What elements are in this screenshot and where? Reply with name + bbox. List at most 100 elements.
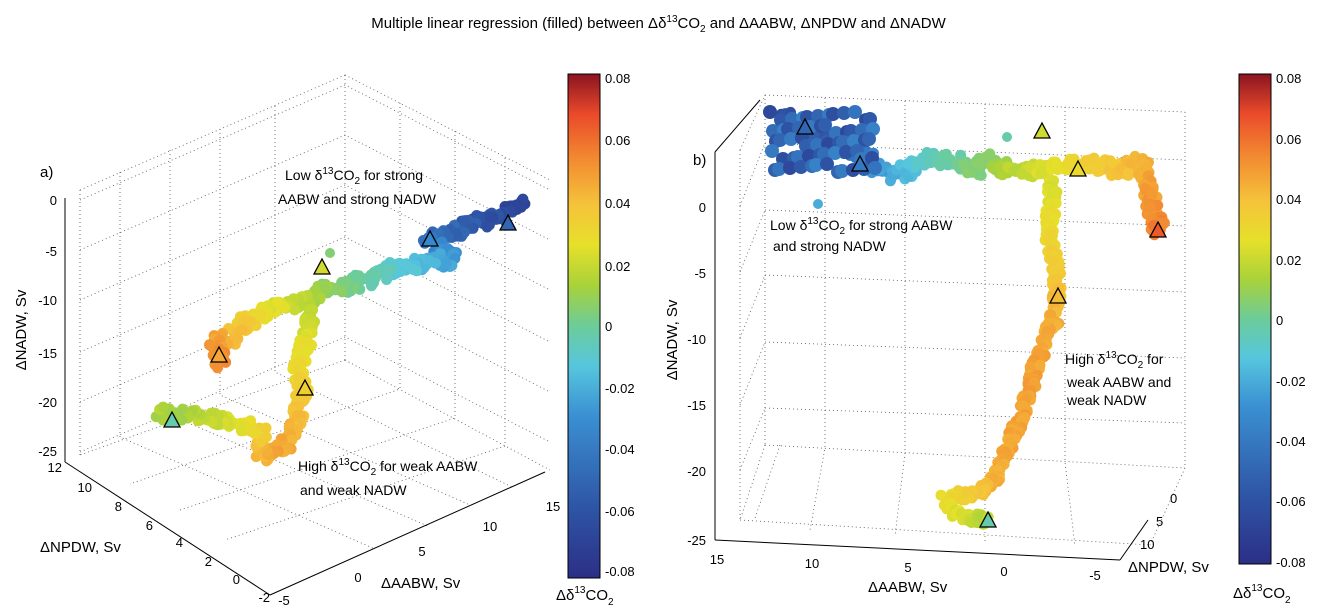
panel-b-annotation-low: Low δ13CO2 for strong AABW [770, 216, 953, 237]
data-point-a [318, 283, 330, 295]
data-point-b [835, 164, 849, 178]
colorbar-a-tick: 0.06 [605, 133, 630, 148]
panel-b-x-tick: -5 [1089, 568, 1101, 583]
panel-b: 0 -5 -10 -15 -20 -25 ΔNADW, Sv 15 10 5 0… [664, 71, 1306, 606]
colorbar-b-tick: -0.08 [1276, 555, 1306, 570]
panel-b-x-tick: 0 [1000, 564, 1007, 579]
colorbar-a-tick: 0.08 [605, 71, 630, 86]
panel-b-x-tick: 10 [805, 556, 819, 571]
triangle-marker-b [1048, 286, 1068, 304]
panel-a-annotation-high-line2: and weak NADW [300, 482, 407, 498]
data-point-b [1106, 157, 1118, 169]
panel-a: 0 -5 -10 -15 -20 -25 ΔNADW, Sv 12 10 8 6… [13, 71, 635, 608]
data-point-b [1146, 189, 1158, 200]
data-point-a [286, 434, 298, 446]
panel-b-gridlines [739, 94, 1186, 547]
data-point-a [271, 296, 283, 308]
data-point-b [1034, 359, 1046, 371]
panel-a-y-axis-line [64, 461, 271, 596]
isolated-point-a [325, 248, 335, 258]
panel-b-z-ticks: 0 -5 -10 -15 -20 -25 [687, 200, 706, 548]
data-point-a [366, 280, 377, 292]
panel-a-y-tick: 4 [176, 535, 183, 550]
colorbar-b-tick: 0.04 [1276, 192, 1301, 207]
panel-b-annotation-high-line3: weak NADW [1066, 392, 1147, 408]
data-point-b [784, 132, 798, 146]
panel-b-annotation-high: High δ13CO2 for [1065, 350, 1164, 371]
colorbar-b-tick: 0.08 [1276, 71, 1301, 86]
figure-title: Multiple linear regression (filled) betw… [371, 14, 946, 35]
panel-b-y-tick: 10 [1140, 537, 1154, 552]
data-point-b [809, 158, 823, 172]
data-point-b [828, 146, 842, 160]
panel-a-x-axis-line [269, 471, 546, 596]
panel-a-y-tick: 6 [146, 518, 153, 533]
colorbar-b-tick: -0.02 [1276, 374, 1306, 389]
panel-a-z-label: ΔNADW, Sv [13, 289, 30, 370]
data-point-a [212, 362, 223, 374]
data-point-b [783, 161, 797, 175]
panel-a-z-tick: -25 [38, 444, 57, 459]
panel-b-z-tick: -5 [694, 266, 706, 281]
panel-b-colorbar [1238, 73, 1272, 565]
panel-b-y-ticks: 0 5 10 [1140, 491, 1177, 552]
data-point-a [484, 211, 496, 223]
colorbar-a-tick: 0.02 [605, 259, 630, 274]
panel-a-z-tick: -15 [38, 346, 57, 361]
data-point-b [826, 107, 840, 121]
data-point-b [935, 489, 947, 501]
data-point-a [394, 257, 405, 269]
isolated-point-b [1002, 132, 1012, 142]
panel-b-annotation-high-line2: weak AABW and [1066, 374, 1171, 390]
panel-a-y-tick: -2 [258, 590, 270, 605]
data-point-b [763, 105, 777, 119]
triangle-marker-b [1032, 121, 1052, 139]
panel-a-y-tick: 2 [205, 554, 212, 569]
colorbar-b-tick: -0.06 [1276, 494, 1306, 509]
panel-a-label: a) [40, 164, 53, 181]
data-point-b [1145, 201, 1157, 213]
colorbar-a-tick: -0.02 [605, 381, 635, 396]
colorbar-b-tick: 0.02 [1276, 253, 1301, 268]
data-point-b [1016, 168, 1028, 180]
data-point-b [1037, 166, 1049, 178]
data-point-b [820, 157, 834, 171]
panel-b-z-tick: -20 [687, 464, 706, 479]
panel-a-z-tick: 0 [50, 193, 57, 208]
triangle-marker-a [209, 345, 229, 363]
panel-a-y-tick: 8 [115, 499, 122, 514]
panel-a-y-ticks: 12 10 8 6 4 2 0 -2 [48, 460, 270, 605]
panel-a-z-ticks: 0 -5 -10 -15 -20 -25 [38, 193, 57, 459]
panel-b-x-tick: 5 [904, 560, 911, 575]
colorbar-a-tick: 0 [605, 319, 612, 334]
panel-b-z-tick: -10 [687, 332, 706, 347]
panel-a-y-tick: 10 [78, 480, 92, 495]
colorbar-a-tick: 0.04 [605, 196, 630, 211]
panel-a-colorbar-ticks: 0.08 0.06 0.04 0.02 0 -0.02 -0.04 -0.06 … [605, 71, 635, 579]
panel-b-label: b) [693, 152, 706, 169]
data-point-a [236, 324, 248, 336]
colorbar-b-tick: 0 [1276, 313, 1283, 328]
panel-b-annotation-low-line2: and strong NADW [773, 238, 887, 254]
data-point-a [481, 221, 493, 233]
triangle-marker-b [978, 510, 998, 528]
triangle-marker-a [312, 257, 332, 275]
panel-b-x-axis-line [714, 539, 1121, 561]
panel-a-data-marks [150, 193, 531, 467]
panel-b-colorbar-ticks: 0.08 0.06 0.04 0.02 0 -0.02 -0.04 -0.06 … [1276, 71, 1306, 570]
panel-a-x-tick: 5 [418, 544, 425, 559]
panel-a-y-tick: 12 [48, 460, 62, 475]
panel-a-x-ticks: -5 0 5 10 15 [278, 499, 560, 608]
triangle-marker-a [498, 213, 518, 231]
panel-b-y-axis-line [1119, 519, 1149, 561]
data-point-b [1017, 400, 1029, 412]
panel-b-z-tick: 0 [699, 200, 706, 215]
colorbar-b-tick: 0.06 [1276, 132, 1301, 147]
data-point-b [975, 169, 987, 181]
data-point-b [1122, 167, 1134, 179]
data-point-b [839, 145, 853, 159]
data-point-a [260, 431, 272, 443]
triangle-marker-b [795, 117, 815, 135]
panel-a-y-tick: 0 [233, 572, 240, 587]
panel-b-x-label: ΔAABW, Sv [868, 579, 948, 596]
